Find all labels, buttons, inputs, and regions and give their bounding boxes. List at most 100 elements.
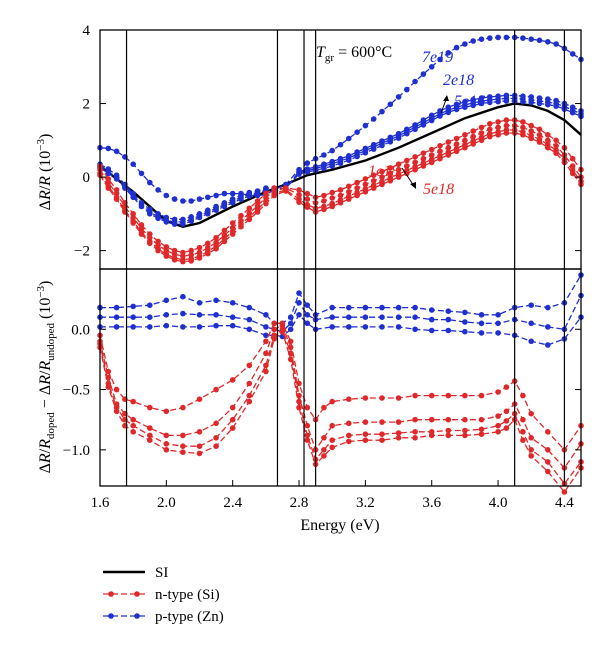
top-series-5-point: [205, 240, 211, 247]
bottom-series-6-point: [163, 447, 170, 453]
top-series-5-point: [437, 143, 443, 149]
bottom-series-6-point: [362, 437, 369, 444]
top-series-5-point: [545, 132, 551, 138]
top-series-8-point: [395, 174, 402, 180]
top-series-4-point: [238, 196, 244, 202]
bottom-series-5-point: [379, 431, 385, 438]
bottom-ytick-label: 0.0: [71, 322, 90, 338]
top-series-8-line: [99, 132, 582, 263]
bottom-series-3-point: [113, 386, 120, 393]
bottom-series-5-point: [520, 429, 526, 435]
bottom-series-2-point: [379, 324, 385, 330]
top-series-1-point: [113, 148, 120, 155]
top-series-1-point: [453, 44, 460, 51]
bottom-series-1-point: [296, 300, 302, 306]
xtick-label: 4.4: [555, 495, 574, 511]
top-series-4-point: [188, 218, 194, 224]
top-series-5-point: [213, 234, 219, 241]
top-series-8-point: [321, 206, 327, 213]
top-series-8-point: [569, 170, 576, 177]
top-series-4-point: [138, 203, 145, 210]
bottom-series-2-point: [478, 330, 485, 336]
bottom-series-1-point: [379, 314, 385, 321]
top-series-6-point: [487, 126, 493, 133]
top-series-4-point: [420, 122, 427, 128]
bottom-series-6-point: [445, 432, 452, 439]
bottom-series-0-point: [528, 302, 534, 309]
xtick-label: 2.0: [157, 495, 176, 511]
top-series-5-point: [329, 189, 336, 196]
label-1e18: 1e18: [368, 163, 399, 180]
top-series-4-point: [171, 221, 178, 227]
bottom-series-0-point: [395, 304, 402, 311]
bottom-series-3-point: [296, 380, 302, 387]
top-series-8-point: [263, 200, 269, 207]
bottom-series-5-point: [462, 427, 468, 434]
top-series-1-point: [196, 196, 203, 202]
bottom-series-4-point: [428, 416, 435, 423]
top-y-axis-label: ΔR/R (10−3): [35, 134, 54, 211]
top-series-5-point: [453, 135, 460, 142]
bottom-series-2-point: [428, 327, 435, 334]
top-series-8-point: [163, 253, 170, 259]
top-series-6-point: [462, 137, 468, 144]
top-series-6-point: [445, 144, 452, 151]
bottom-series-6-point: [478, 431, 485, 438]
top-plot-frame: [99, 29, 582, 270]
bottom-series-0-point: [213, 297, 219, 304]
bottom-series-2-point: [495, 330, 501, 336]
bottom-series-6-point: [528, 453, 534, 459]
label-2e18: 2e18: [443, 72, 474, 89]
top-series-1-point: [346, 135, 352, 142]
bottom-series-3-point: [229, 377, 236, 383]
bottom-series-3-point: [445, 392, 452, 399]
bottom-series-0-line: [100, 274, 582, 324]
bottom-series-4-point: [304, 422, 311, 429]
top-series-5-line: [99, 119, 582, 254]
top-series-4-point: [428, 117, 435, 124]
bottom-series-6-point: [213, 443, 219, 450]
bottom-series-5-point: [362, 431, 369, 438]
bottom-series-6-point: [395, 435, 402, 441]
top-series-8-point: [520, 132, 526, 138]
top-series-1-point: [428, 64, 435, 70]
top-panel: 420−2 ΔR/R (10−3) Tgr = 600°C 7e19 2e18 …: [35, 23, 584, 270]
top-series-8-point: [470, 141, 477, 147]
top-series-4-point: [296, 171, 302, 177]
top-series-4-point: [346, 157, 352, 163]
top-series-6-point: [321, 198, 327, 204]
bottom-series-6-point: [346, 438, 352, 445]
bottom-xticks-group: 1.6 2.0 2.4 2.8 3.2 3.6 4.0 4.4: [91, 480, 574, 511]
top-series-8-point: [246, 216, 253, 223]
top-series-1-point: [569, 51, 576, 57]
bottom-series-5-point: [229, 416, 236, 423]
bottom-series-0-point: [379, 304, 385, 311]
top-series-8-point: [370, 185, 377, 191]
top-series-1-point: [536, 37, 543, 44]
top-series-5-point: [337, 187, 344, 193]
top-series-7-line: [99, 129, 582, 261]
top-series-8-point: [138, 231, 145, 237]
top-series-8-point: [337, 200, 344, 206]
top-series-4-point: [462, 104, 468, 110]
top-series-8-point: [453, 148, 460, 155]
bottom-series-3-point: [395, 395, 402, 401]
top-series-1-point: [462, 41, 468, 47]
bottom-series-0-point: [147, 302, 153, 309]
xtick-label: 1.6: [91, 495, 110, 511]
bottom-series-1-point: [180, 310, 186, 317]
top-series-1-point: [412, 78, 418, 85]
bottom-series-6-point: [105, 384, 112, 390]
bottom-series-4-point: [462, 416, 468, 423]
bottom-series-5-point: [395, 430, 402, 436]
top-series-5-point: [412, 154, 418, 160]
bottom-series-0-point: [196, 300, 203, 306]
top-series-5-point: [478, 124, 485, 131]
top-series-6-point: [495, 124, 501, 131]
bottom-series-2-line: [100, 313, 582, 346]
bottom-series-1-point: [163, 312, 170, 318]
bottom-series-5-point: [321, 447, 327, 453]
bottom-series-1-point: [287, 320, 294, 327]
top-series-5-point: [346, 183, 352, 190]
top-series-5-point: [354, 179, 360, 186]
